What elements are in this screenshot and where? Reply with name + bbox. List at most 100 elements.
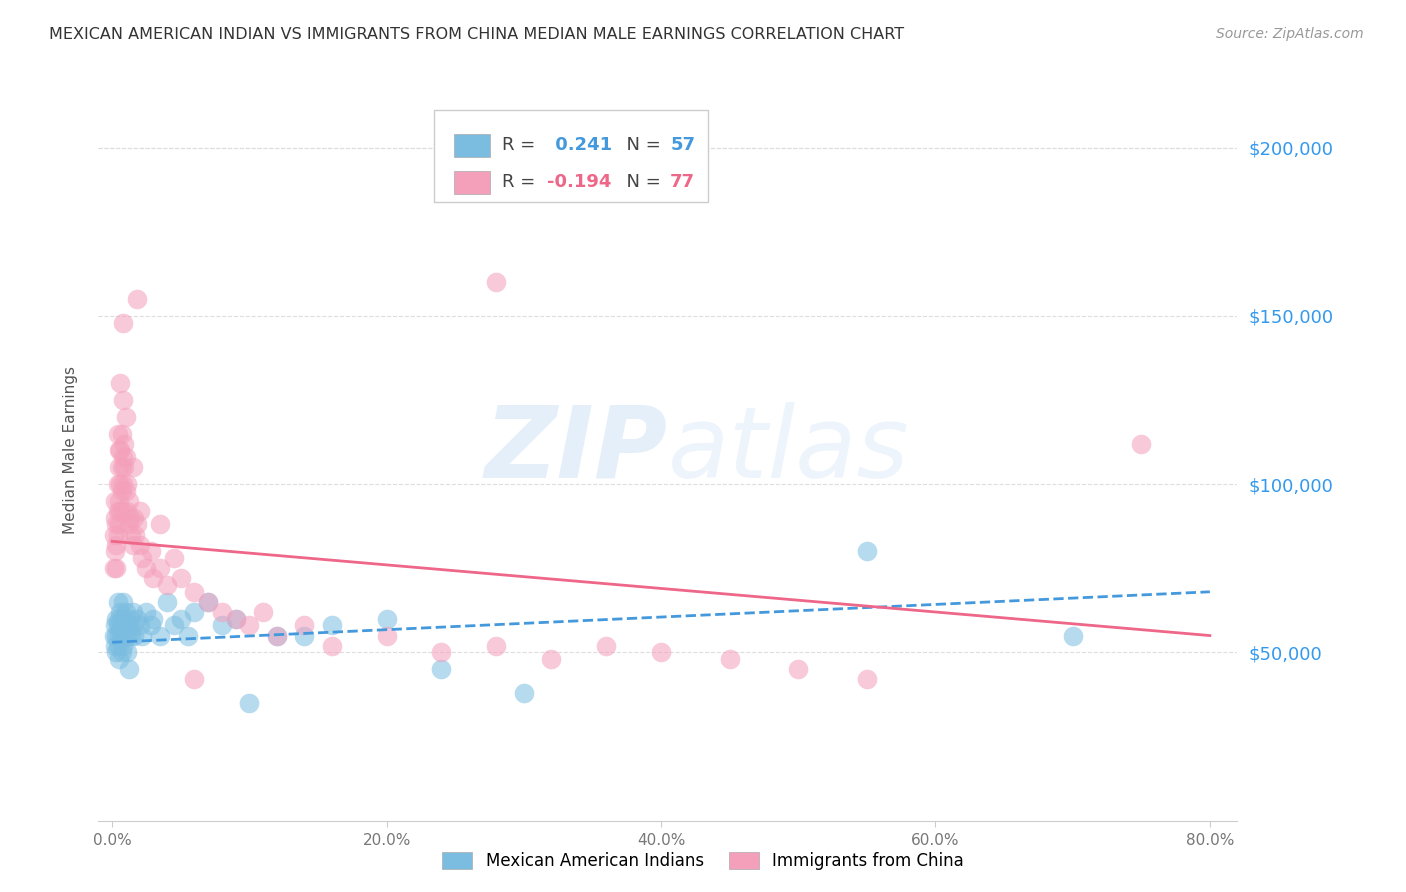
Point	[238, 618, 260, 632]
Point	[115, 605, 138, 619]
Point	[125, 292, 148, 306]
Point	[149, 561, 172, 575]
Point	[103, 527, 125, 541]
Point	[117, 517, 139, 532]
Point	[114, 628, 136, 642]
Point	[197, 595, 219, 609]
Point	[485, 639, 508, 653]
Point	[118, 510, 141, 524]
Point	[108, 517, 131, 532]
Point	[176, 628, 198, 642]
Point	[105, 561, 128, 575]
Point	[108, 443, 131, 458]
Point	[111, 483, 134, 498]
Point	[128, 504, 150, 518]
Point	[115, 628, 138, 642]
Point	[121, 460, 143, 475]
Point	[107, 639, 129, 653]
Point	[149, 517, 172, 532]
Point	[112, 618, 135, 632]
Point	[117, 494, 139, 508]
Point	[121, 538, 143, 552]
Point	[183, 605, 205, 619]
Point	[108, 494, 131, 508]
Point	[252, 605, 274, 619]
Point	[266, 628, 288, 642]
Point	[120, 628, 142, 642]
Point	[650, 645, 672, 659]
Point	[115, 645, 138, 659]
Point	[107, 618, 129, 632]
Point	[110, 376, 132, 391]
Point	[856, 544, 879, 558]
Point	[105, 517, 128, 532]
Point	[292, 628, 315, 642]
Text: 57: 57	[671, 136, 695, 154]
Point	[156, 578, 179, 592]
Point	[110, 477, 132, 491]
Point	[128, 618, 150, 632]
Point	[149, 628, 172, 642]
Point	[121, 605, 143, 619]
Point	[170, 571, 193, 585]
Point	[321, 618, 343, 632]
Point	[139, 544, 162, 558]
Point	[110, 504, 132, 518]
Point	[111, 645, 134, 659]
Point	[122, 510, 145, 524]
Bar	[454, 134, 491, 157]
Point	[1130, 436, 1153, 450]
Bar	[454, 170, 491, 194]
Point	[104, 544, 127, 558]
Point	[211, 618, 233, 632]
Point	[131, 628, 153, 642]
Text: MEXICAN AMERICAN INDIAN VS IMMIGRANTS FROM CHINA MEDIAN MALE EARNINGS CORRELATIO: MEXICAN AMERICAN INDIAN VS IMMIGRANTS FR…	[49, 27, 904, 42]
Point	[108, 612, 131, 626]
Point	[128, 538, 150, 552]
Point	[163, 618, 186, 632]
Point	[112, 316, 135, 330]
Point	[292, 618, 315, 632]
Point	[120, 527, 142, 541]
Point	[856, 673, 879, 687]
Point	[107, 504, 129, 518]
Point	[104, 639, 127, 653]
Point	[513, 686, 536, 700]
Text: N =: N =	[616, 136, 666, 154]
Point	[108, 652, 131, 666]
Point	[122, 628, 145, 642]
Point	[183, 673, 205, 687]
Point	[112, 450, 135, 465]
Point	[105, 538, 128, 552]
Point	[104, 618, 127, 632]
Text: -0.194: -0.194	[547, 173, 612, 192]
Point	[111, 612, 134, 626]
Point	[197, 595, 219, 609]
Point	[238, 696, 260, 710]
Point	[135, 561, 157, 575]
Point	[117, 662, 139, 676]
Point	[105, 645, 128, 659]
Text: N =: N =	[616, 173, 666, 192]
Point	[115, 483, 138, 498]
Legend: Mexican American Indians, Immigrants from China: Mexican American Indians, Immigrants fro…	[436, 845, 970, 877]
Point	[183, 584, 205, 599]
Point	[112, 639, 135, 653]
Point	[540, 652, 562, 666]
Point	[430, 645, 453, 659]
Point	[105, 628, 128, 642]
Point	[124, 527, 146, 541]
Point	[125, 517, 148, 532]
Point	[112, 392, 135, 407]
Point	[115, 504, 138, 518]
Point	[115, 450, 138, 465]
Y-axis label: Median Male Earnings: Median Male Earnings	[63, 367, 77, 534]
Point	[110, 443, 132, 458]
Point	[103, 561, 125, 575]
Point	[430, 662, 453, 676]
Point	[108, 628, 131, 642]
Point	[142, 612, 165, 626]
Point	[375, 612, 398, 626]
Point	[107, 477, 129, 491]
Point	[103, 628, 125, 642]
